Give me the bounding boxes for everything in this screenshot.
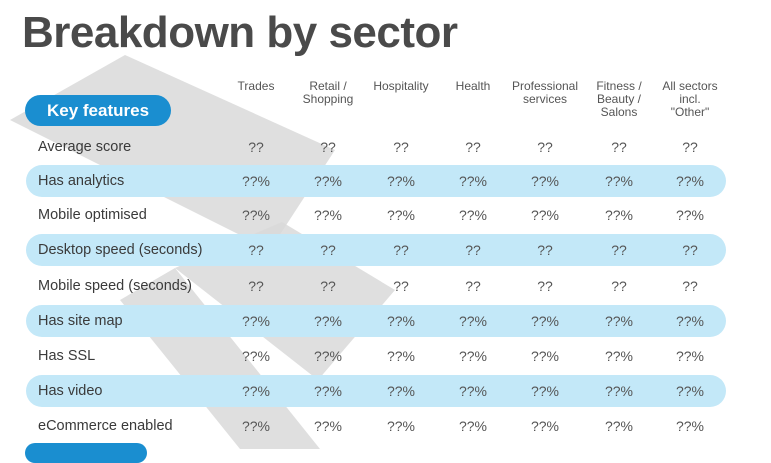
row-highlight-band <box>26 234 726 266</box>
table-cell: ?? <box>320 242 336 258</box>
column-header-line: Beauty / <box>596 92 642 106</box>
table-cell: ??% <box>530 313 560 329</box>
table-cell: ?? <box>393 139 409 155</box>
column-header-line: Retail / <box>309 79 347 93</box>
row-label: Has video <box>38 383 103 399</box>
table-cell: ??% <box>458 207 488 223</box>
table-cell: ?? <box>611 242 627 258</box>
row-label: eCommerce enabled <box>38 418 173 434</box>
column-header: Retail / Shopping <box>286 80 370 106</box>
column-header-line: Fitness / <box>596 79 642 93</box>
column-header: Trades <box>214 80 298 93</box>
table-cell: ??% <box>458 348 488 364</box>
table-cell: ??% <box>386 383 416 399</box>
row-highlight-band <box>26 305 726 337</box>
table-cell: ??% <box>386 207 416 223</box>
table-cell: ??% <box>386 348 416 364</box>
table-cell: ??% <box>530 207 560 223</box>
column-header-line: incl. <box>679 92 701 106</box>
table-cell: ??% <box>313 173 343 189</box>
table-cell: ?? <box>537 139 553 155</box>
column-header-line: Trades <box>237 79 275 93</box>
table-cell: ??% <box>241 313 271 329</box>
row-highlight-band <box>26 165 726 197</box>
table-cell: ?? <box>611 139 627 155</box>
table-cell: ?? <box>682 242 698 258</box>
key-features-badge: Key features <box>25 95 171 126</box>
table-cell: ?? <box>248 278 264 294</box>
table-cell: ?? <box>465 242 481 258</box>
table-cell: ?? <box>248 242 264 258</box>
table-cell: ?? <box>537 278 553 294</box>
table-cell: ??% <box>386 313 416 329</box>
table-cell: ??% <box>241 207 271 223</box>
row-label: Has SSL <box>38 348 96 364</box>
table-cell: ??% <box>386 173 416 189</box>
table-cell: ?? <box>682 278 698 294</box>
table-cell: ??% <box>313 313 343 329</box>
table-cell: ??% <box>313 207 343 223</box>
table-cell: ??% <box>386 418 416 434</box>
table-cell: ??% <box>241 383 271 399</box>
row-highlight-band <box>26 375 726 407</box>
table-cell: ?? <box>611 278 627 294</box>
table-cell: ??% <box>241 173 271 189</box>
column-header-line: "Other" <box>670 105 710 119</box>
row-label: Mobile optimised <box>38 207 147 223</box>
column-header: Professional services <box>503 80 587 106</box>
table-cell: ?? <box>682 139 698 155</box>
table-cell: ??% <box>604 173 634 189</box>
column-header-line: Hospitality <box>373 79 429 93</box>
column-header-line: Salons <box>600 105 638 119</box>
table-cell: ?? <box>320 139 336 155</box>
column-header-line: Health <box>455 79 491 93</box>
table-cell: ??% <box>604 348 634 364</box>
table-cell: ?? <box>465 139 481 155</box>
column-header: Hospitality <box>359 80 443 93</box>
table-cell: ??% <box>675 418 705 434</box>
column-header-line: services <box>522 92 567 106</box>
table-cell: ??% <box>675 383 705 399</box>
column-header-line: All sectors <box>662 79 718 93</box>
table-cell: ??% <box>313 348 343 364</box>
table-cell: ??% <box>530 173 560 189</box>
column-header: Health <box>431 80 515 93</box>
table-cell: ??% <box>530 348 560 364</box>
table-cell: ??% <box>675 313 705 329</box>
row-label: Mobile speed (seconds) <box>38 278 192 294</box>
next-section-badge <box>25 443 147 463</box>
row-label: Average score <box>38 139 132 155</box>
table-cell: ?? <box>248 139 264 155</box>
table-cell: ??% <box>604 207 634 223</box>
table-cell: ??% <box>675 173 705 189</box>
table-cell: ??% <box>530 418 560 434</box>
column-header: All sectors incl. "Other" <box>648 80 732 119</box>
row-label: Has analytics <box>38 173 125 189</box>
table-cell: ??% <box>530 383 560 399</box>
column-header-line: Shopping <box>302 92 354 106</box>
table-cell: ??% <box>675 207 705 223</box>
page-title: Breakdown by sector <box>22 8 458 57</box>
column-header: Fitness / Beauty / Salons <box>577 80 661 119</box>
table-cell: ??% <box>313 383 343 399</box>
table-cell: ?? <box>320 278 336 294</box>
row-label: Desktop speed (seconds) <box>38 242 203 258</box>
table-cell: ??% <box>604 313 634 329</box>
table-cell: ??% <box>241 348 271 364</box>
table-cell: ??% <box>458 383 488 399</box>
table-cell: ??% <box>675 348 705 364</box>
column-header-line: Professional <box>511 79 579 93</box>
table-cell: ??% <box>604 383 634 399</box>
table-cell: ??% <box>604 418 634 434</box>
row-label: Has site map <box>38 313 123 329</box>
table-cell: ?? <box>393 242 409 258</box>
table-cell: ?? <box>393 278 409 294</box>
table-cell: ?? <box>537 242 553 258</box>
table-cell: ??% <box>313 418 343 434</box>
table-cell: ??% <box>458 173 488 189</box>
table-cell: ??% <box>458 418 488 434</box>
table-cell: ??% <box>241 418 271 434</box>
table-cell: ?? <box>465 278 481 294</box>
table-cell: ??% <box>458 313 488 329</box>
